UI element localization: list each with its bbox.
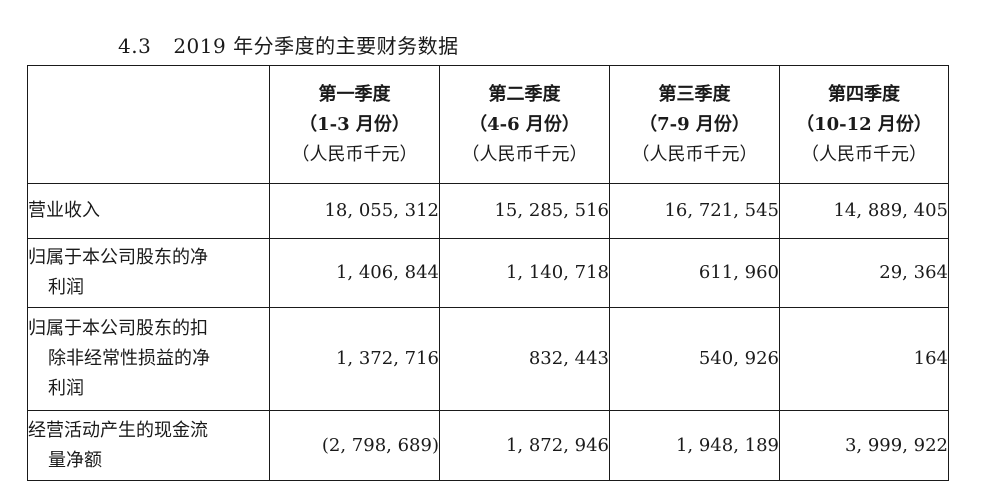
header-q3-months: （7-9 月份） bbox=[639, 113, 750, 135]
header-q4: 第四季度 （10-12 月份） （人民币千元） bbox=[779, 65, 949, 184]
value-cell: 1, 872, 946 bbox=[439, 410, 610, 481]
value-cell: 1, 372, 716 bbox=[269, 307, 440, 411]
header-empty-cell bbox=[27, 65, 270, 184]
row-label-line: 归属于本公司股东的扣 bbox=[28, 318, 208, 339]
row-label-line: 量净额 bbox=[48, 449, 102, 471]
table-row: 营业收入 18, 055, 312 15, 285, 516 16, 721, … bbox=[27, 183, 949, 239]
header-q1-months: （1-3 月份） bbox=[299, 113, 410, 135]
header-q4-months: （10-12 月份） bbox=[796, 113, 932, 135]
row-label-line: 利润 bbox=[48, 277, 84, 298]
row-label-net-profit-excl-nonrecurring: 归属于本公司股东的扣 除非经常性损益的净 利润 bbox=[27, 307, 270, 411]
row-label-line: 除非经常性损益的净 bbox=[48, 348, 210, 369]
section-title: 4.3 2019 年分季度的主要财务数据 bbox=[118, 30, 459, 59]
value-cell: 29, 364 bbox=[779, 238, 949, 308]
header-q3-quarter: 第三季度 bbox=[658, 83, 731, 105]
row-label-line: 经营活动产生的现金流 bbox=[28, 419, 208, 441]
quarterly-financial-table: 第一季度 （1-3 月份） （人民币千元） 第二季度 （4-6 月份） （人民币… bbox=[27, 65, 949, 481]
row-label-revenue: 营业收入 bbox=[27, 183, 270, 239]
header-q3: 第三季度 （7-9 月份） （人民币千元） bbox=[609, 65, 780, 184]
header-q2-quarter: 第二季度 bbox=[488, 83, 561, 105]
value-cell: 18, 055, 312 bbox=[269, 183, 440, 239]
value-cell: 1, 948, 189 bbox=[609, 410, 780, 481]
row-label-operating-cash-flow: 经营活动产生的现金流 量净额 bbox=[27, 410, 270, 481]
value-cell: 611, 960 bbox=[609, 238, 780, 308]
header-q2-unit: （人民币千元） bbox=[461, 143, 588, 165]
value-cell: 15, 285, 516 bbox=[439, 183, 610, 239]
value-cell: 1, 406, 844 bbox=[269, 238, 440, 308]
value-cell: 1, 140, 718 bbox=[439, 238, 610, 308]
header-q2-months: （4-6 月份） bbox=[469, 113, 580, 135]
section-number: 4.3 bbox=[118, 34, 152, 58]
table-row: 归属于本公司股东的扣 除非经常性损益的净 利润 1, 372, 716 832,… bbox=[27, 307, 949, 411]
header-q1: 第一季度 （1-3 月份） （人民币千元） bbox=[269, 65, 440, 184]
row-label-line: 利润 bbox=[48, 378, 84, 399]
table-row: 经营活动产生的现金流 量净额 (2, 798, 689) 1, 872, 946… bbox=[27, 410, 949, 481]
value-cell: (2, 798, 689) bbox=[269, 410, 440, 481]
row-label-net-profit: 归属于本公司股东的净 利润 bbox=[27, 238, 270, 308]
header-q1-unit: （人民币千元） bbox=[291, 143, 418, 165]
header-q4-quarter: 第四季度 bbox=[828, 83, 900, 105]
header-q2: 第二季度 （4-6 月份） （人民币千元） bbox=[439, 65, 610, 184]
value-cell: 164 bbox=[779, 307, 949, 411]
value-cell: 540, 926 bbox=[609, 307, 780, 411]
value-cell: 832, 443 bbox=[439, 307, 610, 411]
value-cell: 3, 999, 922 bbox=[779, 410, 949, 481]
section-heading: 2019 年分季度的主要财务数据 bbox=[173, 34, 459, 58]
header-row: 第一季度 （1-3 月份） （人民币千元） 第二季度 （4-6 月份） （人民币… bbox=[27, 65, 949, 184]
row-label-line: 归属于本公司股东的净 bbox=[28, 247, 208, 268]
row-label-line: 营业收入 bbox=[28, 200, 100, 221]
table-row: 归属于本公司股东的净 利润 1, 406, 844 1, 140, 718 61… bbox=[27, 238, 949, 308]
header-q1-quarter: 第一季度 bbox=[318, 83, 391, 105]
header-q4-unit: （人民币千元） bbox=[801, 143, 927, 165]
header-q3-unit: （人民币千元） bbox=[631, 143, 758, 165]
value-cell: 14, 889, 405 bbox=[779, 183, 949, 239]
value-cell: 16, 721, 545 bbox=[609, 183, 780, 239]
